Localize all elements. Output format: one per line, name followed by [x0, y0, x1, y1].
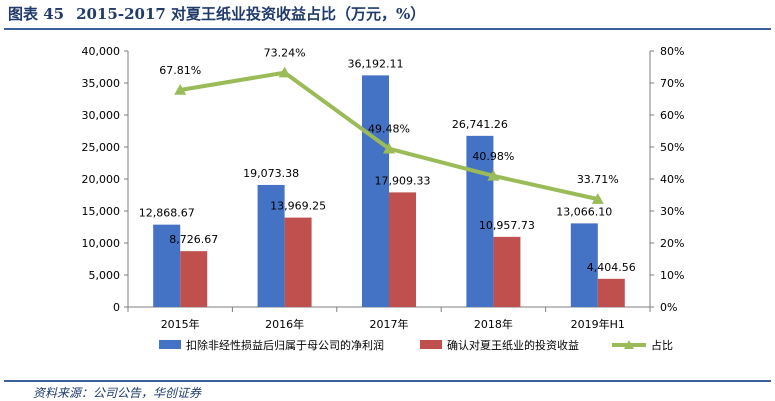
right-axis-tick-label: 30% [660, 205, 684, 218]
ratio-label: 73.24% [264, 47, 306, 60]
bar-net-profit [153, 224, 181, 307]
ratio-marker [383, 142, 395, 154]
bar-investment-income [180, 251, 208, 307]
legend-label-investment-income: 确认对夏王纸业的投资收益 [447, 338, 579, 352]
source-note: 资料来源：公司公告，华创证券 [33, 386, 202, 400]
bar-investment-income [597, 278, 625, 307]
x-axis-label: 2015年 [161, 317, 200, 331]
legend-label-ratio: 占比 [651, 338, 673, 352]
figure-label: 图表 45 [8, 5, 65, 23]
legend-marker-ratio [624, 340, 634, 349]
legend-swatch-net-profit [159, 340, 181, 349]
bar-net-profit-label: 12,868.67 [139, 207, 195, 220]
right-axis-tick-label: 20% [660, 237, 684, 250]
left-axis-tick-label: 15,000 [82, 205, 121, 218]
left-axis-tick-label: 35,000 [82, 77, 121, 90]
bar-net-profit [466, 135, 494, 307]
right-axis-tick-label: 80% [660, 45, 684, 58]
footer-rule [4, 380, 771, 382]
bar-net-profit-label: 13,066.10 [556, 205, 612, 218]
x-axis-label: 2017年 [370, 317, 409, 331]
x-axis-label: 2019年H1 [571, 317, 625, 331]
left-axis-tick-label: 5,000 [89, 269, 121, 282]
bar-investment-income [493, 236, 521, 307]
ratio-marker [487, 169, 500, 181]
ratio-label: 67.81% [159, 64, 201, 77]
bar-net-profit-label: 19,073.38 [243, 167, 299, 180]
left-axis-tick-label: 10,000 [82, 237, 121, 250]
left-axis-tick-label: 30,000 [82, 109, 121, 122]
title-rule [4, 28, 771, 30]
right-axis-tick-label: 40% [660, 173, 684, 186]
ratio-label: 49.48% [368, 123, 410, 136]
bar-net-profit [570, 223, 598, 307]
right-axis-tick-label: 60% [660, 109, 684, 122]
bar-investment-income [389, 192, 416, 307]
left-axis-tick-label: 25,000 [82, 141, 121, 154]
legend-swatch-investment-income [420, 340, 442, 349]
left-axis-tick-label: 0 [113, 301, 120, 314]
bar-investment-income-label: 10,957.73 [479, 219, 535, 232]
left-axis-tick-label: 20,000 [82, 173, 121, 186]
bar-net-profit-label: 26,741.26 [452, 118, 508, 131]
figure-title: 图表 45 2015-2017 对夏王纸业投资收益占比（万元，%） [8, 3, 437, 25]
bar-net-profit-label: 36,192.11 [348, 57, 404, 70]
ratio-marker [278, 66, 291, 78]
bar-net-profit [362, 75, 389, 307]
legend-label-net-profit: 扣除非经性损益后归属于母公司的净利润 [186, 338, 384, 352]
bar-net-profit [257, 184, 285, 307]
x-axis-label: 2018年 [474, 317, 513, 331]
ratio-label: 40.98% [472, 150, 514, 163]
bar-investment-income-label: 8,726.67 [169, 233, 218, 246]
combo-chart: 0 5,000 10,000 15,000 20,000 25,000 30,000 35,0… [82, 45, 685, 352]
bar-investment-income-label: 17,909.33 [375, 174, 431, 187]
bar-investment-income-label: 4,404.56 [587, 261, 636, 274]
bar-investment-income [284, 217, 312, 307]
right-axis-tick-label: 0% [660, 301, 677, 314]
x-axis-label: 2016年 [265, 317, 304, 331]
figure-title-text: 2015-2017 对夏王纸业投资收益占比（万元，%） [76, 5, 426, 23]
right-axis-tick-label: 10% [660, 269, 684, 282]
ratio-label: 33.71% [577, 173, 619, 186]
right-axis-tick-label: 50% [660, 141, 684, 154]
ratio-marker [174, 84, 187, 95]
left-axis-tick-label: 40,000 [82, 45, 121, 58]
right-axis-tick-label: 70% [660, 77, 684, 90]
ratio-marker [591, 193, 604, 204]
bar-investment-income-label: 13,969.25 [270, 200, 326, 213]
